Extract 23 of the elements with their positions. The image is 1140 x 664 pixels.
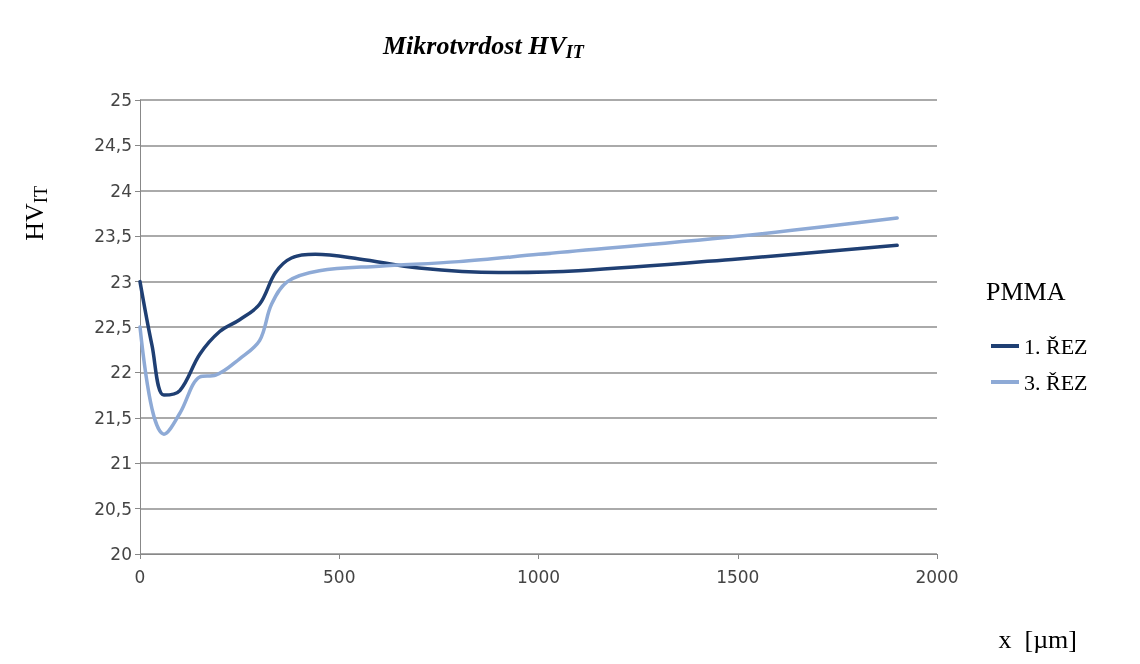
x-tick-label: 1500 [716, 566, 760, 587]
x-tick-label: 2000 [915, 566, 959, 587]
y-tick-label: 25 [110, 90, 132, 110]
x-tick-label: 500 [323, 566, 356, 587]
y-axis-title: HVIT [20, 185, 51, 241]
line-series [138, 243, 899, 397]
y-tick-label: 23,5 [94, 226, 132, 247]
y-tick-label: 24 [110, 180, 132, 201]
y-tick-label: 21,5 [94, 407, 132, 428]
line-series [138, 216, 899, 436]
y-tick-label: 23 [110, 271, 132, 292]
y-tick-label: 20,5 [94, 498, 132, 519]
x-tick-label: 0 [134, 566, 146, 587]
y-tick-label: 21 [110, 453, 132, 474]
y-tick-label: 22,5 [94, 317, 132, 337]
y-tick-label: 24,5 [94, 135, 132, 156]
x-tick-label: 1000 [516, 566, 561, 587]
legend-label: 3. ŘEZ [1024, 369, 1088, 395]
y-tick-label: 22 [110, 362, 132, 383]
legend-label: 1. ŘEZ [1024, 333, 1088, 359]
legend-title: PMMA [986, 276, 1066, 306]
x-axis-title: x [µm] [998, 624, 1078, 654]
y-tick-label: 20 [110, 544, 132, 564]
